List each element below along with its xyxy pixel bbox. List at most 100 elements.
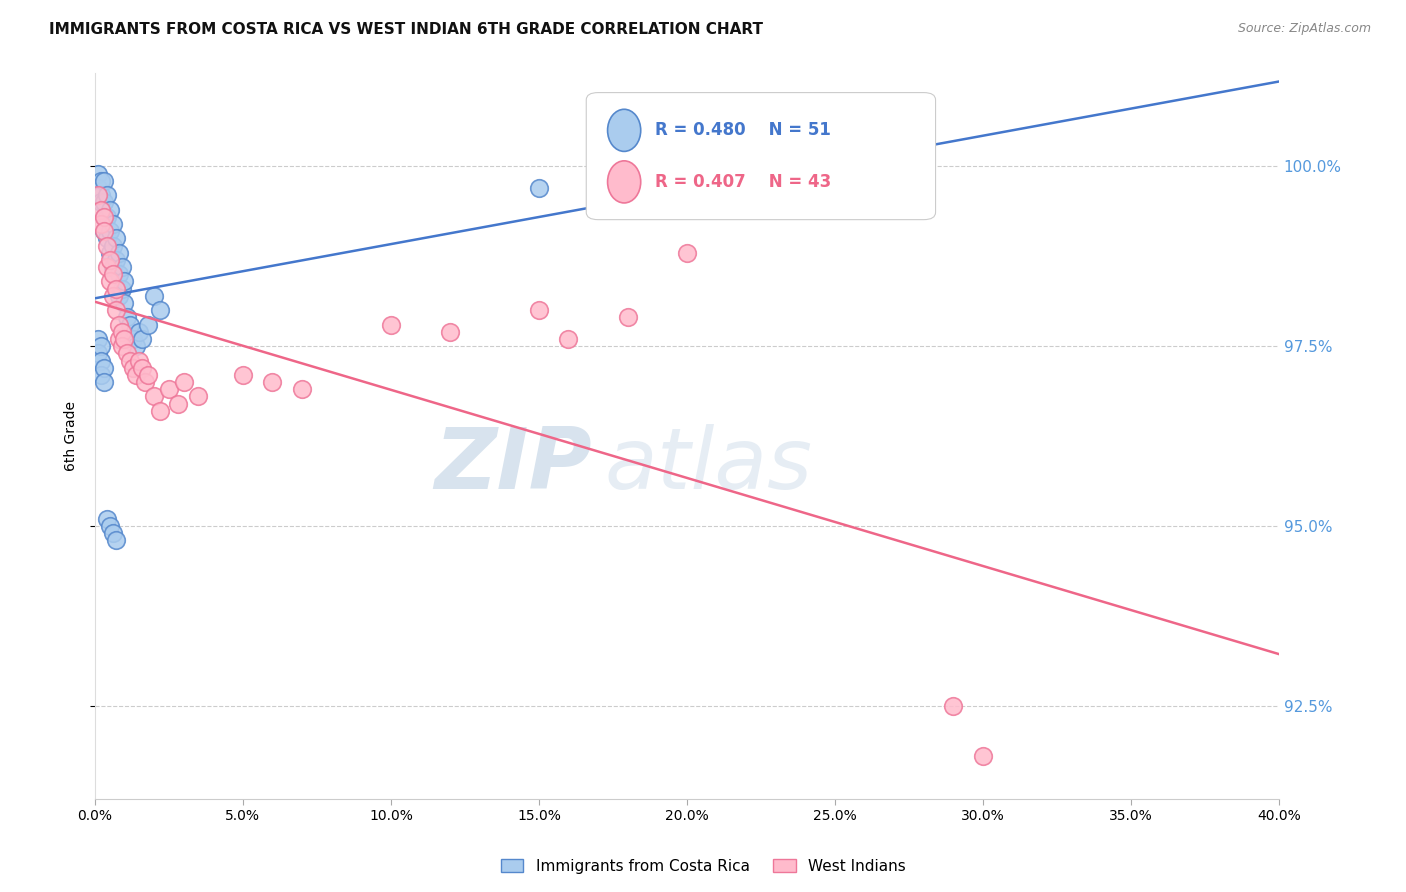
Point [96,260,118,274]
Point [90,195,112,210]
Point [87,332,110,346]
Point [110,339,132,353]
Point [87,346,110,360]
Point [104,303,127,318]
Point [93,195,115,210]
Point [262,375,284,389]
Point [125,368,148,382]
Point [98,252,121,267]
Text: IMMIGRANTS FROM COSTA RICA VS WEST INDIAN 6TH GRADE CORRELATION CHART: IMMIGRANTS FROM COSTA RICA VS WEST INDIA… [49,22,763,37]
Point [90,174,112,188]
Legend: Immigrants from Costa Rica, West Indians: Immigrants from Costa Rica, West Indians [495,853,911,880]
Point [110,260,132,274]
Point [93,210,115,224]
Point [107,267,129,281]
Point [96,238,118,252]
Point [98,245,121,260]
Point [131,360,153,375]
Point [107,289,129,303]
Point [114,332,136,346]
Point [90,368,112,382]
Point [98,202,121,217]
Point [166,397,188,411]
Point [527,181,550,195]
Text: Source: ZipAtlas.com: Source: ZipAtlas.com [1237,22,1371,36]
Point [173,375,195,389]
Ellipse shape [607,161,641,203]
Point [117,310,139,325]
Point [676,245,699,260]
Point [149,303,172,318]
Point [527,303,550,318]
Point [96,511,118,525]
Point [104,252,127,267]
Point [87,188,110,202]
Point [114,275,136,289]
Point [93,174,115,188]
Point [93,224,115,238]
Text: atlas: atlas [605,424,813,507]
Point [93,224,115,238]
Point [122,360,145,375]
Point [93,360,115,375]
Text: R = 0.480    N = 51: R = 0.480 N = 51 [655,121,831,139]
Point [616,310,638,325]
Point [291,382,314,396]
Point [128,325,150,339]
Point [93,375,115,389]
FancyBboxPatch shape [586,93,935,219]
Point [98,224,121,238]
Point [942,698,965,713]
Point [101,217,124,231]
Point [439,325,461,339]
Point [101,260,124,274]
Point [87,167,110,181]
Point [645,174,668,188]
Point [96,231,118,245]
Point [131,332,153,346]
Point [104,282,127,296]
Point [90,339,112,353]
Point [96,188,118,202]
Text: R = 0.407    N = 43: R = 0.407 N = 43 [655,173,831,191]
Point [107,332,129,346]
Point [143,389,166,403]
Point [90,202,112,217]
Point [90,188,112,202]
Point [107,245,129,260]
Point [380,318,402,332]
Point [101,238,124,252]
Point [136,368,159,382]
Point [187,389,209,403]
Point [96,210,118,224]
Point [120,353,142,368]
Point [735,170,758,185]
Point [104,533,127,548]
Point [90,353,112,368]
Point [107,318,129,332]
Point [136,318,159,332]
Point [122,332,145,346]
Point [101,526,124,541]
Point [110,282,132,296]
Point [120,318,142,332]
Point [125,339,148,353]
Point [104,231,127,245]
Y-axis label: 6th Grade: 6th Grade [65,401,79,471]
Point [143,289,166,303]
Point [101,267,124,281]
Point [134,375,156,389]
Point [90,217,112,231]
Point [557,332,579,346]
Point [824,167,846,181]
Point [93,210,115,224]
Point [87,181,110,195]
Ellipse shape [607,110,641,152]
Point [98,275,121,289]
Point [232,368,254,382]
Point [114,296,136,310]
Point [972,748,994,763]
Point [110,325,132,339]
Point [149,404,172,418]
Point [128,353,150,368]
